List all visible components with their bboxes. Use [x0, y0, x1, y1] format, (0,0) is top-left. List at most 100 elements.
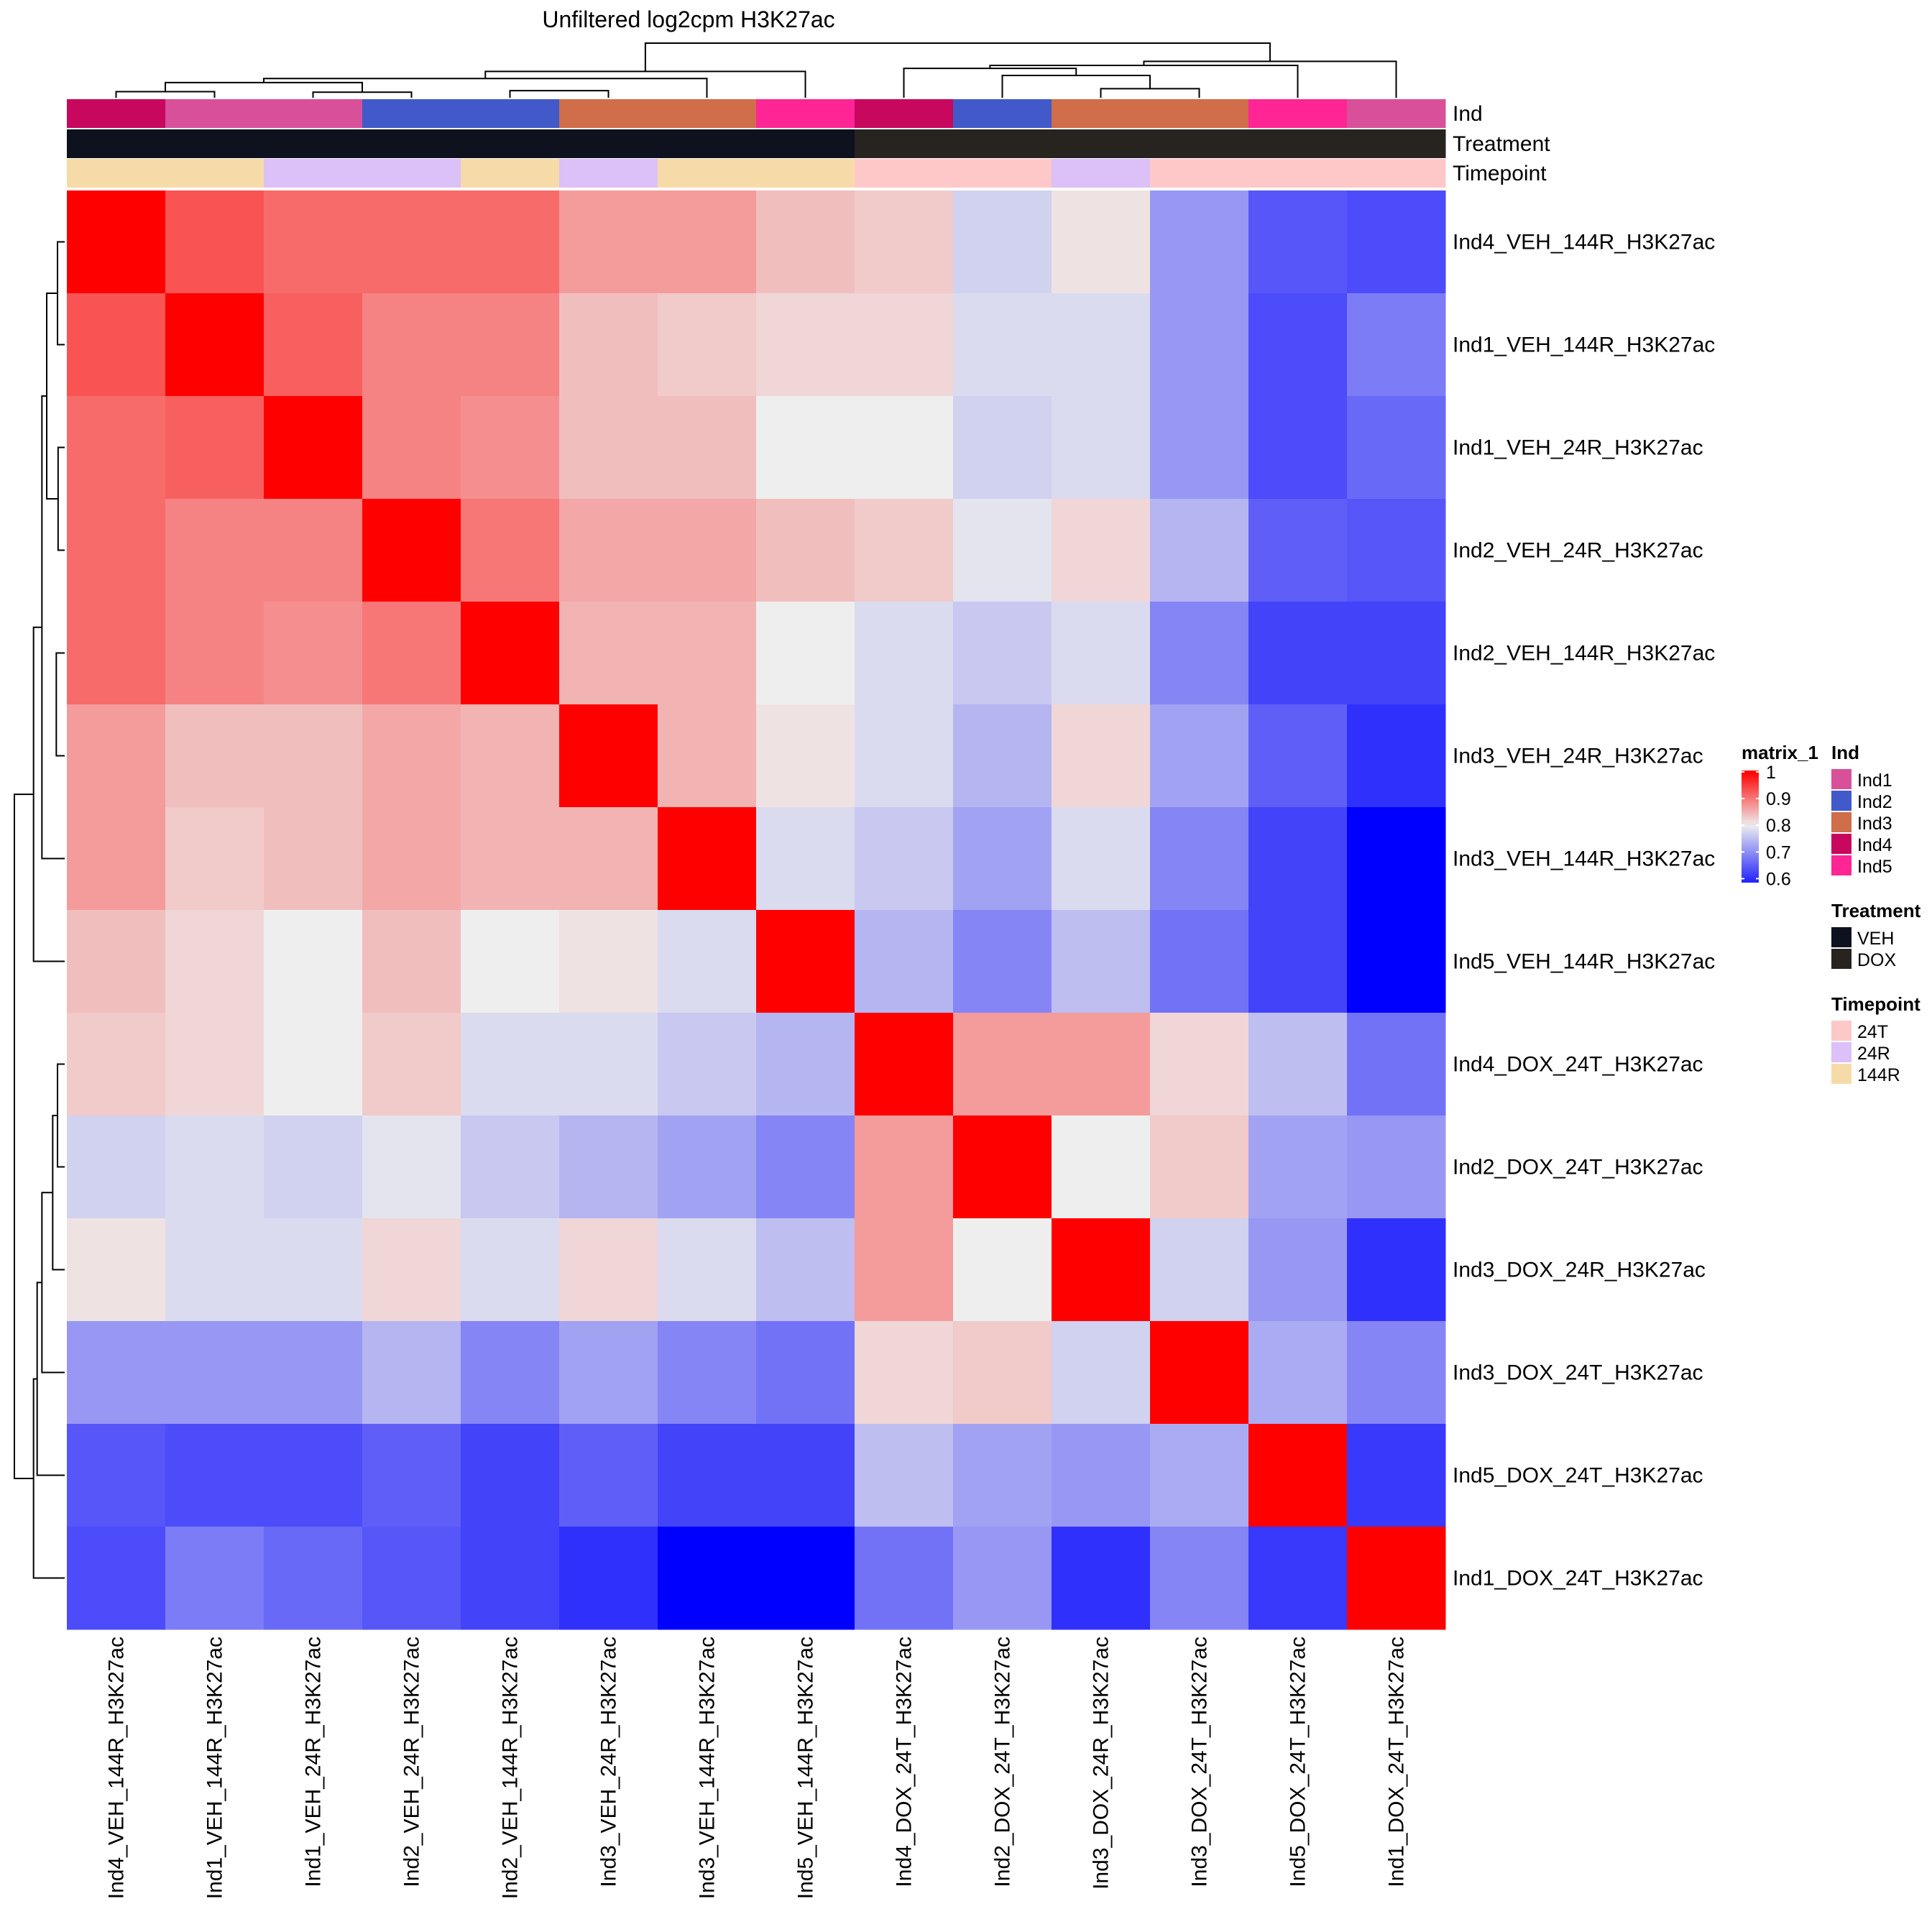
heatmap-cell [559, 807, 658, 911]
heatmap-cell [1150, 396, 1249, 500]
annotation-cell [461, 99, 560, 128]
column-label: Ind1_VEH_24R_H3K27ac [302, 1637, 326, 1887]
legend-swatch [1831, 834, 1852, 854]
annotation-cell [1052, 159, 1151, 188]
legend-swatch [1831, 769, 1852, 789]
row-dendrogram-branch [52, 1115, 65, 1271]
heatmap-cell [461, 396, 560, 500]
heatmap-cell [1052, 1321, 1151, 1425]
heatmap-cell [1150, 807, 1249, 911]
column-label: Ind3_DOX_24T_H3K27ac [1188, 1637, 1212, 1887]
heatmap-cell [855, 293, 954, 397]
heatmap-cell [264, 1116, 363, 1219]
row-label: Ind4_DOX_24T_H3K27ac [1453, 1053, 1703, 1077]
heatmap-cell [855, 704, 954, 808]
heatmap-cell [461, 499, 560, 602]
heatmap-cell [756, 1527, 855, 1630]
legend-swatch [1831, 791, 1852, 811]
heatmap-cell [953, 1116, 1052, 1219]
heatmap-cell [362, 602, 461, 705]
heatmap-cell [461, 1218, 560, 1322]
heatmap-cell [559, 602, 658, 705]
heatmap-cell [658, 499, 757, 602]
column-label: Ind1_VEH_144R_H3K27ac [203, 1637, 227, 1899]
heatmap-cell [1150, 704, 1249, 808]
heatmap-cell [1248, 396, 1348, 500]
heatmap-cell [953, 1527, 1052, 1630]
colorbar-tick-label: 0.7 [1766, 842, 1791, 862]
heatmap-cell [461, 190, 560, 294]
heatmap-cell [855, 1116, 954, 1219]
annotation-cell [264, 99, 363, 128]
annotation-cell [165, 159, 264, 188]
legend-label: Ind1 [1857, 770, 1892, 791]
heatmap-cell [67, 704, 166, 808]
column-dendrogram-branch [263, 78, 708, 98]
column-label: Ind2_VEH_144R_H3K27ac [499, 1637, 523, 1899]
heatmap-cell [461, 1116, 560, 1219]
annotation-cell [165, 99, 264, 128]
heatmap-cell [1248, 602, 1348, 705]
legend-label: VEH [1857, 929, 1894, 949]
column-label: Ind3_VEH_24R_H3K27ac [597, 1637, 621, 1887]
row-label: Ind3_VEH_144R_H3K27ac [1453, 847, 1715, 871]
annotation-cell [1052, 129, 1151, 158]
row-label: Ind2_DOX_24T_H3K27ac [1453, 1156, 1703, 1179]
row-dendrogram-branch [57, 1063, 65, 1168]
heatmap-cell [1052, 602, 1151, 705]
row-label: Ind4_VEH_144R_H3K27ac [1453, 231, 1715, 254]
annotation-cell [362, 129, 461, 158]
column-label: Ind1_DOX_24T_H3K27ac [1385, 1637, 1409, 1887]
heatmap-cell [1248, 1424, 1348, 1527]
heatmap-cell [67, 1218, 166, 1322]
heatmap-cell [165, 1218, 264, 1322]
annotation-cell [855, 129, 954, 158]
heatmap-cell [362, 1424, 461, 1527]
row-label: Ind5_VEH_144R_H3K27ac [1453, 950, 1715, 974]
row-dendrogram-branch [41, 395, 65, 860]
heatmap-cell [1248, 293, 1348, 397]
legend-title: matrix_1 [1742, 742, 1818, 763]
row-label: Ind3_VEH_24R_H3K27ac [1453, 745, 1703, 768]
heatmap-cell [559, 293, 658, 397]
heatmap-cell [559, 1527, 658, 1630]
colorbar-tick-label: 0.9 [1766, 789, 1791, 809]
heatmap-cell [264, 910, 363, 1013]
row-dendrogram-branch [57, 446, 65, 551]
heatmap-cell [362, 1527, 461, 1630]
heatmap-cell [855, 910, 954, 1013]
row-label: Ind1_VEH_144R_H3K27ac [1453, 334, 1715, 357]
heatmap-cell [658, 1116, 757, 1219]
column-dendrogram-branch [165, 81, 363, 93]
heatmap-cell [264, 499, 363, 602]
heatmap-cell [1248, 1218, 1348, 1322]
heatmap-cell [264, 1218, 363, 1322]
heatmap-cell [658, 293, 757, 397]
annotation-cell [1150, 159, 1249, 188]
annotation-cell [67, 99, 166, 128]
annotation-cell [1150, 99, 1249, 128]
heatmap-cell [1248, 499, 1348, 602]
heatmap-cell [855, 1218, 954, 1322]
column-label: Ind3_DOX_24R_H3K27ac [1090, 1637, 1113, 1890]
heatmap-cell [658, 807, 757, 911]
heatmap-cell [264, 1013, 363, 1116]
heatmap-cell [756, 499, 855, 602]
heatmap-cell [67, 1116, 166, 1219]
legends: matrix_11 0.9 0.8 0.7 0.6 Ind Ind1Ind2Ind3Ind4… [1742, 742, 1921, 1085]
row-dendrogram-branch [14, 794, 34, 1479]
heatmap-cell [756, 1218, 855, 1322]
heatmap-cell [1248, 1527, 1348, 1630]
heatmap-cell [1347, 807, 1446, 911]
heatmap-cell [362, 910, 461, 1013]
heatmap-cell [1052, 807, 1151, 911]
heatmap-cell [1150, 1013, 1249, 1116]
legend-label: 144R [1857, 1065, 1900, 1085]
legend-label: 24T [1857, 1022, 1888, 1042]
heatmap-cell [165, 602, 264, 705]
annotation-cell [1248, 159, 1348, 188]
heatmap-cell [461, 910, 560, 1013]
heatmap-cell [1347, 499, 1446, 602]
legend-label: 24R [1857, 1044, 1890, 1064]
heatmap-cell [165, 190, 264, 294]
